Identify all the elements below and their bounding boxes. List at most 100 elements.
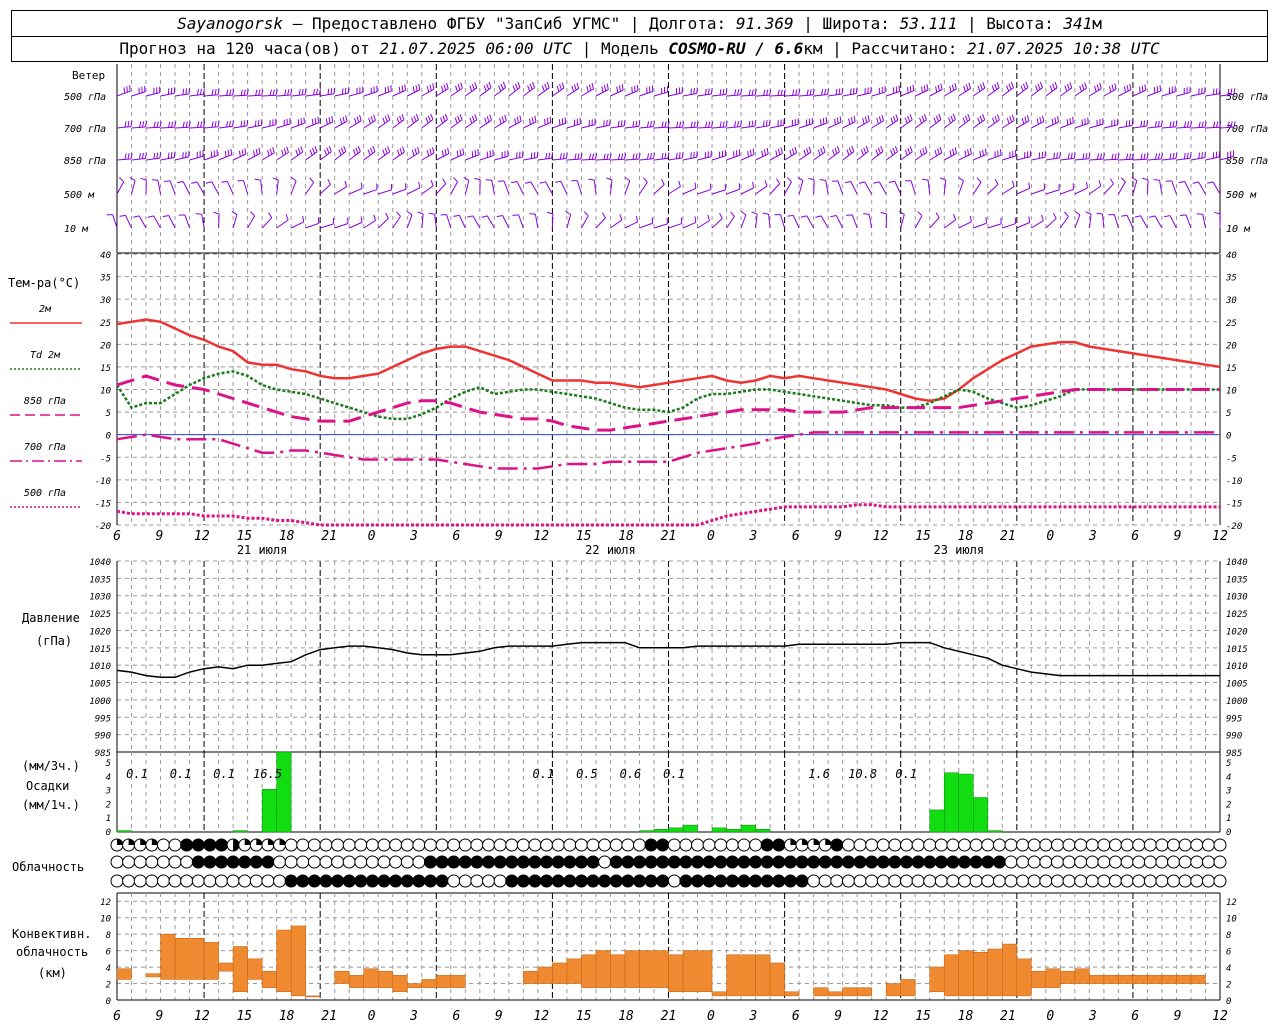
cloud-circle [1039, 874, 1053, 888]
wind-barb-shaft [610, 158, 625, 161]
cloud-symbol [1085, 855, 1099, 869]
wind-barb-feather [1144, 84, 1147, 91]
wind-barb-shaft [157, 180, 162, 195]
wind-barb-shaft [138, 215, 147, 229]
wind-barb-feather [808, 146, 812, 153]
wind-barb-shaft [290, 221, 304, 229]
cloud-circle [470, 874, 484, 888]
wind-barb-feather [762, 120, 765, 127]
pressure-tick-right: 1000 [1226, 697, 1248, 707]
conv-bar [944, 954, 960, 997]
pressure-tick-right: 985 [1226, 749, 1242, 759]
cloud-circle [656, 855, 670, 869]
wind-barb-shaft [958, 88, 971, 97]
wind-barb-shaft [1185, 214, 1192, 229]
wind-barb-feather [754, 89, 757, 96]
wind-barb-feather [690, 121, 693, 128]
wind-barb-feather [730, 211, 735, 217]
cloud-circle [458, 838, 472, 852]
hour-tick-label: 0 [1046, 529, 1054, 544]
cloud-circle [574, 874, 588, 888]
cloud-circle [331, 855, 345, 869]
hour-tick-label: 9 [1174, 529, 1182, 544]
cloud-circle [1074, 874, 1088, 888]
conv-bar [1190, 975, 1206, 984]
wind-barb-shaft [784, 152, 797, 161]
wind-barb-feather [1009, 116, 1013, 123]
cloud-symbol [365, 874, 379, 888]
cloud-symbol [1120, 838, 1134, 852]
cloud-symbol [1167, 874, 1181, 888]
wind-barb-feather [984, 148, 987, 155]
wind-barb-feather [474, 82, 478, 89]
cloud-symbol [1062, 838, 1076, 852]
wind-barb-shaft [770, 94, 785, 97]
cloud-circle [296, 855, 310, 869]
wind-barb-shaft [450, 181, 459, 195]
wind-barb-feather [290, 89, 293, 96]
wind-barb-feather [355, 147, 359, 154]
cloud-circle [551, 838, 565, 852]
cloud-symbol [667, 874, 681, 888]
cloud-circle [145, 855, 159, 869]
cloud-symbol [598, 838, 612, 852]
cloud-circle [853, 874, 867, 888]
cloud-symbol [667, 838, 681, 852]
wind-barb-feather [338, 149, 342, 156]
cloud-symbol [656, 874, 670, 888]
cloud-quarter [256, 839, 263, 845]
cloud-symbol [307, 874, 321, 888]
wind-barb-shaft [247, 215, 256, 229]
wind-barb-shaft [1101, 214, 1105, 229]
wind-barb-feather [170, 152, 173, 159]
cloud-symbol [261, 855, 275, 869]
wind-barb-feather [240, 120, 243, 127]
wind-barb-feather [406, 210, 413, 216]
wind-barb-shaft [494, 87, 506, 97]
cloud-circle [911, 874, 925, 888]
wind-barb-feather [624, 176, 631, 182]
temp-tick-right: 40 [1226, 251, 1237, 261]
wind-barb-feather [949, 86, 952, 93]
cloud-symbol [458, 838, 472, 852]
cloud-symbol [319, 855, 333, 869]
cloud-symbol [1155, 874, 1169, 888]
wind-barb-feather [1011, 180, 1015, 187]
precip-label: 16.5 [253, 767, 282, 781]
wind-barb-feather [752, 181, 755, 188]
cloud-symbol [679, 838, 693, 852]
wind-barb-feather [226, 121, 228, 128]
wind-barb-feather [483, 85, 487, 92]
wind-barb-feather [919, 117, 923, 124]
cloud-symbol [400, 838, 414, 852]
wind-barb-feather [777, 148, 781, 155]
wind-barb-shaft [1147, 158, 1162, 161]
wind-barb-feather [559, 83, 562, 90]
pressure-tick-left: 1030 [89, 593, 111, 603]
wind-barb-feather [1073, 152, 1076, 159]
wind-barb-feather [517, 81, 521, 88]
wind-barb-feather [283, 148, 287, 155]
wind-barb-shaft [465, 119, 478, 129]
cloud-symbol [145, 838, 159, 852]
conv-bar [1002, 943, 1018, 997]
cloud-circle [656, 874, 670, 888]
cloud-symbol [969, 855, 983, 869]
wind-barb-shaft [581, 88, 594, 97]
cloud-circle [760, 874, 774, 888]
wind-barb-shaft [668, 186, 681, 195]
cloud-symbol [319, 874, 333, 888]
wind-barb-feather [949, 150, 952, 157]
wind-barb-shaft [363, 220, 376, 229]
cloud-circle [934, 855, 948, 869]
wind-barb-shaft [1016, 222, 1030, 229]
wind-barb-feather [243, 89, 246, 96]
conv-bar [958, 950, 974, 997]
wind-barb-feather [354, 117, 357, 125]
cloud-symbol [470, 838, 484, 852]
wind-barb-feather [864, 116, 868, 123]
wind-barb-feather [243, 120, 246, 127]
wind-barb-shaft [1045, 121, 1059, 129]
conv-bar [290, 925, 306, 997]
conv-bar [1147, 975, 1163, 984]
